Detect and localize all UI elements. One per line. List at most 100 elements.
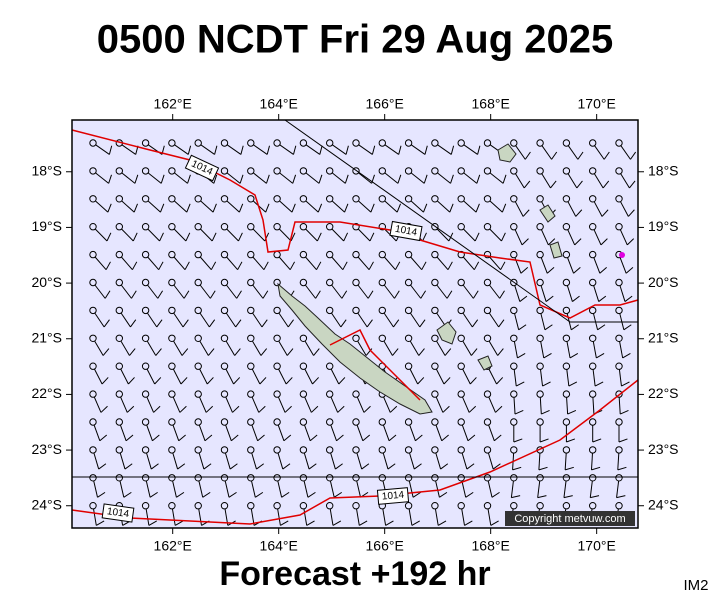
barb-feather bbox=[123, 491, 132, 498]
barb-feather bbox=[182, 319, 189, 328]
barb-station bbox=[510, 306, 518, 315]
barb-feather bbox=[132, 232, 138, 242]
barb-feather bbox=[590, 495, 600, 499]
barb-station bbox=[247, 474, 255, 482]
barb-station bbox=[141, 390, 150, 398]
barb-station bbox=[589, 334, 597, 342]
barb-staff bbox=[620, 145, 631, 160]
island bbox=[549, 241, 563, 259]
barb-station bbox=[194, 223, 202, 231]
barb-station bbox=[168, 278, 176, 287]
barb-staff bbox=[434, 508, 439, 526]
barb-station bbox=[115, 418, 124, 426]
barb-staff bbox=[461, 424, 469, 441]
barb-station bbox=[299, 334, 308, 342]
barb-station bbox=[299, 446, 308, 454]
barb-feather bbox=[474, 232, 480, 242]
barb-feather bbox=[204, 434, 213, 442]
barb-feather bbox=[130, 319, 137, 328]
barb-station bbox=[220, 362, 229, 370]
barb-feather bbox=[596, 352, 605, 359]
barb-staff bbox=[119, 424, 127, 441]
barb-station bbox=[247, 306, 255, 315]
barb-feather bbox=[467, 434, 476, 442]
barb-feather bbox=[490, 520, 499, 526]
barb-feather bbox=[213, 174, 218, 184]
barb-station bbox=[562, 195, 571, 203]
barb-staff bbox=[514, 173, 525, 189]
barb-staff bbox=[224, 480, 230, 498]
barb-feather bbox=[419, 319, 426, 328]
barb-feather bbox=[285, 377, 293, 385]
land bbox=[277, 143, 563, 415]
barb-station bbox=[168, 362, 176, 370]
barb-feather bbox=[126, 405, 135, 413]
x-tick-label: 168°E bbox=[472, 96, 510, 112]
barb-station bbox=[194, 139, 202, 147]
barb-station bbox=[431, 362, 439, 370]
barb-station bbox=[510, 195, 518, 203]
barb-feather bbox=[318, 174, 323, 184]
barb-staff bbox=[94, 284, 106, 299]
barb-staff bbox=[488, 284, 501, 299]
island bbox=[539, 204, 556, 223]
barb-feather bbox=[125, 434, 134, 442]
barb-staff bbox=[356, 508, 360, 526]
barb-staff bbox=[409, 368, 419, 385]
barb-station bbox=[352, 306, 360, 315]
barb-feather bbox=[259, 377, 267, 385]
barb-staff bbox=[172, 480, 177, 498]
barb-staff bbox=[590, 452, 594, 470]
barb-station bbox=[431, 418, 439, 426]
barb-station bbox=[404, 167, 413, 175]
barb-station bbox=[378, 474, 386, 482]
barb-feather bbox=[214, 145, 218, 155]
barb-staff bbox=[564, 452, 567, 470]
barb-station bbox=[562, 502, 571, 510]
barb-station bbox=[589, 278, 597, 287]
barb-station bbox=[326, 195, 334, 203]
barb-feather bbox=[518, 324, 527, 331]
barb-staff bbox=[121, 200, 135, 213]
barb-station bbox=[141, 502, 150, 510]
barb-staff bbox=[331, 144, 347, 155]
barb-staff bbox=[410, 200, 424, 213]
barb-feather bbox=[537, 495, 547, 499]
barb-feather bbox=[616, 495, 626, 499]
barb-feather bbox=[263, 261, 269, 270]
barb-staff bbox=[147, 200, 161, 213]
barb-station bbox=[483, 446, 492, 454]
barb-feather bbox=[629, 180, 636, 189]
barb-staff bbox=[463, 172, 478, 184]
barb-staff bbox=[592, 369, 596, 387]
barb-station bbox=[483, 223, 492, 231]
barb-feather bbox=[603, 151, 610, 160]
barb-staff bbox=[121, 228, 134, 242]
barb-station bbox=[89, 223, 97, 231]
isobar-labels: 1014 1014 1014 1014 bbox=[101, 154, 423, 523]
x-tick-label: 164°E bbox=[260, 96, 298, 112]
barb-staff bbox=[513, 341, 518, 359]
barb-feather bbox=[128, 377, 135, 385]
barb-station bbox=[615, 278, 623, 287]
barb-station bbox=[431, 446, 439, 454]
barb-feather bbox=[307, 491, 316, 498]
barb-feather bbox=[97, 491, 106, 498]
barb-feather bbox=[265, 203, 270, 213]
barb-feather bbox=[437, 520, 447, 526]
barb-feather bbox=[266, 145, 270, 155]
barb-station bbox=[431, 390, 439, 398]
barb-feather bbox=[617, 466, 627, 471]
barb-station bbox=[457, 223, 465, 231]
barb-staff bbox=[463, 200, 477, 213]
barb-feather bbox=[367, 290, 374, 299]
barb-staff bbox=[514, 285, 521, 302]
barb-feather bbox=[567, 410, 577, 415]
barb-station bbox=[89, 306, 97, 315]
barb-feather bbox=[600, 238, 608, 246]
barb-feather bbox=[105, 261, 111, 270]
barb-feather bbox=[465, 491, 474, 498]
barb-staff bbox=[226, 144, 242, 155]
barb-staff bbox=[198, 508, 202, 526]
barb-staff bbox=[618, 369, 622, 387]
